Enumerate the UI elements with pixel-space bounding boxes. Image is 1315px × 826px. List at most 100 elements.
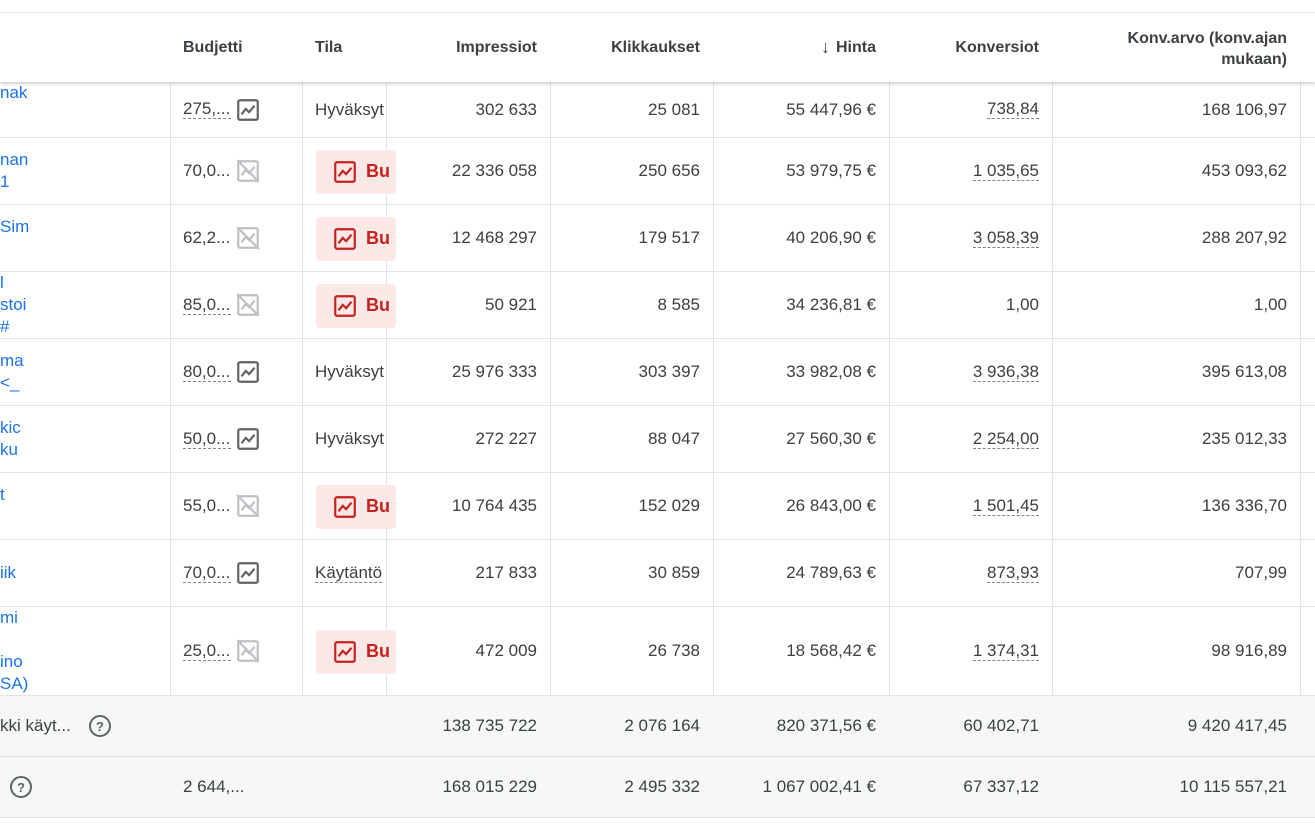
help-icon[interactable]: ? xyxy=(10,776,32,798)
campaign-name-line: nan xyxy=(0,150,29,169)
campaign-name-link[interactable]: kic ku xyxy=(0,406,170,472)
cost-value: 55 447,96 € xyxy=(786,99,876,119)
cost-value: 27 560,30 € xyxy=(786,429,876,448)
impressions-value-cell: 302 633 xyxy=(386,82,550,137)
cost-value-cell: 53 979,75 € xyxy=(713,138,889,204)
total-conversions-cell: 67 337,12 xyxy=(889,757,1052,817)
impressions-value-cell: 272 227 xyxy=(386,406,550,472)
conv-value-value-cell: 1,00 xyxy=(1052,272,1300,338)
table-row: mi ino SA) 25,0... Bu 472 009 26 738 18 568,42… xyxy=(0,607,1315,696)
header-name[interactable] xyxy=(0,13,170,82)
chart-off-icon[interactable] xyxy=(235,225,261,251)
campaign-name-line: t xyxy=(0,485,5,504)
header-conv-value-line2: mukaan) xyxy=(1221,50,1287,68)
header-conversions-label: Konversiot xyxy=(955,38,1039,56)
chart-icon[interactable] xyxy=(235,359,261,385)
chart-off-icon[interactable] xyxy=(235,493,261,519)
total-conv-value-cell: 10 115 557,21 xyxy=(1052,757,1300,817)
total-budget-cell xyxy=(170,696,302,756)
header-cost[interactable]: ↓ Hinta xyxy=(713,13,889,82)
chart-icon[interactable] xyxy=(235,97,261,123)
conversions-value[interactable]: 1 374,31 xyxy=(972,640,1039,661)
budget-value[interactable]: 50,0... xyxy=(183,429,231,449)
budget-value[interactable]: 55,0... xyxy=(183,496,231,515)
campaign-name-link[interactable]: nak xyxy=(0,82,170,137)
conversions-value[interactable]: 3 058,39 xyxy=(972,227,1039,248)
chart-off-icon[interactable] xyxy=(235,292,261,318)
status-cell: Käytäntö xyxy=(302,540,386,606)
clicks-value: 152 029 xyxy=(638,496,700,515)
conversions-value-cell: 2 254,00 xyxy=(889,406,1052,472)
chart-icon[interactable] xyxy=(235,426,261,452)
status-chip-budget-limited[interactable]: Bu xyxy=(316,216,396,261)
budget-value[interactable]: 70,0... xyxy=(183,563,231,583)
header-status[interactable]: Tila xyxy=(302,13,386,82)
campaign-name-link[interactable]: t xyxy=(0,473,170,539)
cost-value-cell: 18 568,42 € xyxy=(713,607,889,695)
header-clicks[interactable]: Klikkaukset xyxy=(550,13,713,82)
conversions-value[interactable]: 1 035,65 xyxy=(972,160,1039,181)
status-chip-budget-limited[interactable]: Bu xyxy=(316,283,396,328)
column-divider xyxy=(713,12,714,816)
header-impressions[interactable]: Impressiot xyxy=(386,13,550,82)
budget-value[interactable]: 70,0... xyxy=(183,161,231,180)
budget-value[interactable]: 275,... xyxy=(183,100,231,119)
budget-value[interactable]: 62,2... xyxy=(183,228,231,247)
status-chip-budget-limited[interactable]: Bu xyxy=(316,629,396,674)
status-chip-budget-limited[interactable]: Bu xyxy=(316,149,396,194)
status-label: Bu xyxy=(366,496,390,516)
clicks-value-cell: 152 029 xyxy=(550,473,713,539)
conversions-value-cell: 3 058,39 xyxy=(889,205,1052,271)
campaign-name-link[interactable]: iik xyxy=(0,540,170,606)
conversions-value[interactable]: 738,84 xyxy=(987,99,1039,119)
impressions-value-cell: 10 764 435 xyxy=(386,473,550,539)
conv-value-value: 395 613,08 xyxy=(1201,362,1287,381)
chart-off-icon[interactable] xyxy=(235,158,261,184)
campaign-name-line: kic xyxy=(0,418,21,437)
budget-value[interactable]: 25,0... xyxy=(183,641,231,661)
conversions-value[interactable]: 1 501,45 xyxy=(972,495,1039,516)
conv-value-value-cell: 288 207,92 xyxy=(1052,205,1300,271)
campaign-name-link[interactable]: l stoi # xyxy=(0,272,170,338)
campaign-name-link[interactable]: nan 1 xyxy=(0,138,170,204)
total-conv-value-cell: 9 420 417,45 xyxy=(1052,696,1300,756)
clicks-value: 179 517 xyxy=(638,228,700,247)
budget-cell: 25,0... xyxy=(170,607,302,695)
status-label[interactable]: Käytäntö xyxy=(315,562,383,583)
conversions-value[interactable]: 2 254,00 xyxy=(972,428,1039,449)
conv-value-value: 136 336,70 xyxy=(1201,496,1287,515)
status-chip-budget-limited[interactable]: Bu xyxy=(316,484,396,529)
impressions-value: 472 009 xyxy=(475,641,537,660)
chart-alert-icon xyxy=(332,159,358,185)
campaign-name-link[interactable]: ma <_ xyxy=(0,339,170,405)
budget-cell: 80,0... xyxy=(170,339,302,405)
conv-value-value: 98 916,89 xyxy=(1211,641,1287,660)
header-budget[interactable]: Budjetti xyxy=(170,13,302,82)
conversions-value[interactable]: 873,93 xyxy=(987,562,1039,583)
total-impressions: 138 735 722 xyxy=(442,716,537,735)
status-label[interactable]: Hyväksyt xyxy=(315,362,384,381)
conversions-value[interactable]: 1,00 xyxy=(1005,295,1039,314)
column-divider xyxy=(302,12,303,816)
chart-off-icon[interactable] xyxy=(235,638,261,664)
budget-value[interactable]: 80,0... xyxy=(183,362,231,382)
campaign-name-line: ma xyxy=(0,351,24,370)
clicks-value: 25 081 xyxy=(648,99,700,119)
clicks-value-cell: 303 397 xyxy=(550,339,713,405)
campaign-name-link[interactable]: mi ino SA) xyxy=(0,607,170,695)
campaign-name-link[interactable]: Sim xyxy=(0,205,170,271)
chart-alert-icon xyxy=(332,226,358,252)
header-impressions-label: Impressiot xyxy=(456,38,537,56)
help-icon[interactable]: ? xyxy=(88,715,111,737)
status-label[interactable]: Hyväksyt xyxy=(315,99,384,119)
header-conv-value[interactable]: Konv.arvo (konv.ajan mukaan) xyxy=(1052,13,1300,82)
campaign-name-line: ino xyxy=(0,652,23,671)
chart-icon[interactable] xyxy=(235,560,261,586)
conversions-value[interactable]: 3 936,38 xyxy=(972,361,1039,382)
clicks-value-cell: 250 656 xyxy=(550,138,713,204)
cost-value: 18 568,42 € xyxy=(786,641,876,660)
header-conversions[interactable]: Konversiot xyxy=(889,13,1052,82)
budget-value[interactable]: 85,0... xyxy=(183,295,231,315)
status-label[interactable]: Hyväksyt xyxy=(315,429,384,448)
impressions-value: 22 336 058 xyxy=(451,161,537,180)
